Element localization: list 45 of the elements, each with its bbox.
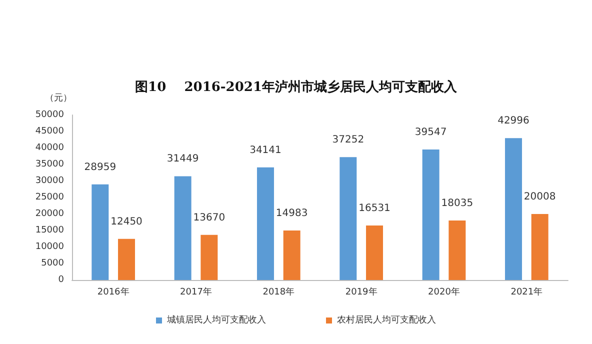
bar xyxy=(340,157,357,280)
y-tick-label: 50000 xyxy=(35,110,64,120)
bar xyxy=(531,214,548,280)
y-tick-label: 40000 xyxy=(35,143,64,153)
bar xyxy=(92,184,109,280)
legend-label: 农村居民人均可支配收入 xyxy=(337,314,436,326)
bar xyxy=(174,176,192,280)
y-tick-label: 45000 xyxy=(35,126,64,136)
y-axis-title: （元） xyxy=(45,92,72,104)
y-tick-label: 35000 xyxy=(35,160,64,170)
bar xyxy=(200,234,218,280)
legend-label: 城镇居民人均可支配收入 xyxy=(166,314,266,326)
data-label: 34141 xyxy=(250,144,282,156)
data-label: 31449 xyxy=(166,154,199,165)
bar xyxy=(448,220,466,280)
x-tick-label: 2020年 xyxy=(428,286,460,298)
bar xyxy=(504,138,522,280)
x-tick-label: 2017年 xyxy=(180,286,212,298)
data-label: 18035 xyxy=(441,198,474,209)
bar xyxy=(366,225,384,280)
data-label: 39547 xyxy=(414,126,447,138)
bar xyxy=(422,149,440,280)
data-label: 14983 xyxy=(276,208,308,220)
x-tick-label: 2019年 xyxy=(345,286,378,298)
data-label: 42996 xyxy=(498,116,530,127)
data-label: 13670 xyxy=(193,212,226,224)
bar xyxy=(256,167,274,280)
y-tick-label: 10000 xyxy=(35,242,64,252)
y-tick-label: 25000 xyxy=(35,192,64,202)
y-tick-label: 15000 xyxy=(35,226,64,236)
y-tick-label: 5000 xyxy=(41,258,64,268)
y-tick-label: 0 xyxy=(58,275,64,285)
y-tick-label: 30000 xyxy=(35,176,64,186)
bar xyxy=(283,230,300,280)
x-tick-label: 2016年 xyxy=(97,286,130,298)
data-label: 12450 xyxy=(110,216,142,228)
data-label: 20008 xyxy=(524,191,556,202)
x-tick-label: 2018年 xyxy=(262,286,295,298)
x-tick-label: 2021年 xyxy=(510,286,543,298)
data-label: 16531 xyxy=(358,202,390,214)
data-label: 37252 xyxy=(332,134,364,146)
data-label: 28959 xyxy=(84,162,116,173)
bar xyxy=(118,238,136,280)
chart-title: 图10 2016-2021年泸州市城乡居民人均可支配收入 xyxy=(135,79,458,95)
y-tick-label: 20000 xyxy=(35,209,64,219)
